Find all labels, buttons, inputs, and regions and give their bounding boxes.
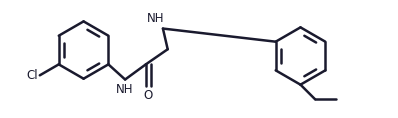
Text: O: O [144,89,153,102]
Text: NH: NH [116,83,134,96]
Text: NH: NH [147,12,164,25]
Text: Cl: Cl [26,69,38,82]
